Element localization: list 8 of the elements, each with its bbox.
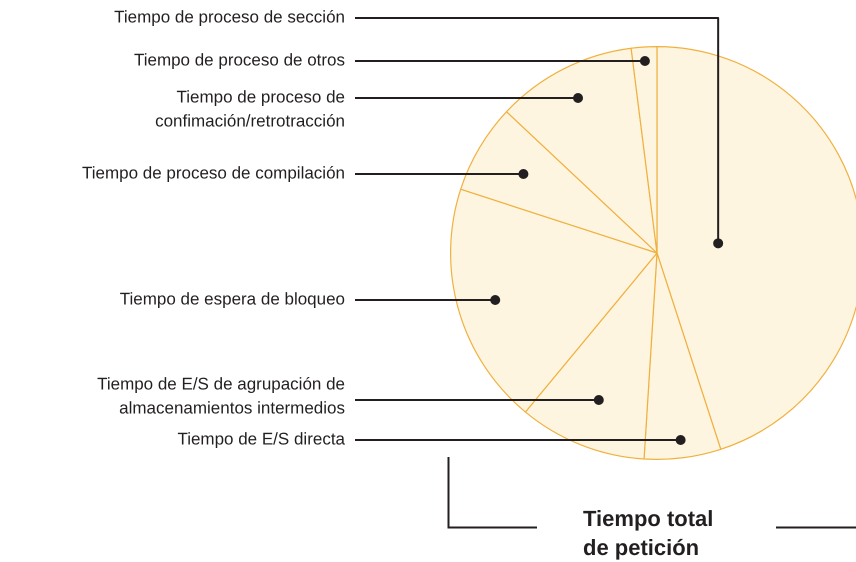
slice-label: Tiempo de proceso de compilación — [82, 164, 345, 183]
slice-label: Tiempo de espera de bloqueo — [120, 290, 345, 309]
slice-label: Tiempo de E/S directa — [177, 430, 346, 449]
text: Tiempo total de petición — [583, 505, 714, 562]
slice-label: Tiempo de proceso de confimación/retrotracción — [155, 88, 345, 131]
slice-label: Tiempo de E/S de agrupación de almacenamientos intermedios — [97, 374, 345, 418]
slice-label: Tiempo de proceso de otros — [134, 50, 345, 70]
slice-label: Tiempo de proceso de sección — [114, 8, 345, 27]
